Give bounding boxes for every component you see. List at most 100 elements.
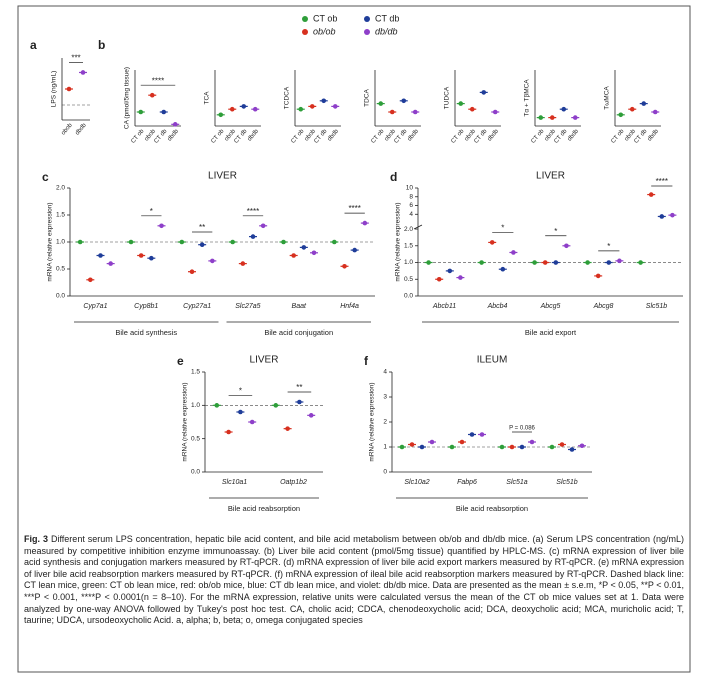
y-tick-label: 0.0: [56, 293, 65, 300]
data-point: [538, 115, 544, 120]
data-point: [595, 273, 601, 279]
data-point: [479, 432, 485, 437]
x-tick-label: CT ob: [450, 128, 465, 145]
legend-marker: [302, 29, 308, 35]
panel-title: LIVER: [536, 171, 565, 182]
x-tick-label: dbdb: [167, 128, 181, 143]
panel-letter: d: [390, 170, 397, 184]
data-point: [250, 234, 256, 239]
panel-letter: e: [177, 354, 184, 368]
y-tick-label: 0.0: [404, 293, 413, 300]
x-tick-label: CT ob: [530, 128, 545, 145]
y-tick-label: 1.0: [404, 259, 413, 266]
data-point: [378, 101, 384, 106]
group-label: Bile acid conjugation: [264, 328, 333, 337]
data-point: [648, 192, 654, 197]
group-label: Bile acid reabsorption: [456, 504, 528, 513]
significance-label: ****: [152, 76, 164, 85]
data-point: [561, 106, 567, 112]
y-axis-label: CA (pmol/5mg tissue): [124, 67, 131, 129]
data-point: [291, 253, 296, 258]
y-tick-label: 4: [383, 369, 387, 376]
data-point: [88, 277, 93, 283]
significance-label: *: [150, 207, 153, 216]
x-tick-label: CT db: [313, 128, 328, 145]
data-point: [321, 98, 327, 104]
data-point: [426, 260, 431, 265]
data-point: [108, 261, 113, 266]
data-point: [128, 239, 134, 245]
gene-label: Abcb4: [487, 303, 508, 310]
y-tick-label: 10: [406, 185, 414, 192]
data-point: [572, 115, 578, 120]
y-axis-label: TDCA: [364, 88, 371, 106]
axis-break: [413, 224, 423, 230]
significance-label: *: [554, 227, 557, 236]
gene-label: Slc51a: [506, 479, 528, 486]
data-point: [240, 261, 246, 266]
group-label: Bile acid reabsorption: [228, 504, 300, 513]
y-tick-label: 0.5: [191, 435, 200, 442]
data-point: [229, 106, 235, 112]
data-point: [308, 413, 314, 418]
data-point: [492, 109, 498, 115]
y-tick-label: 0: [383, 469, 387, 476]
gene-label: Abcb11: [432, 303, 456, 310]
data-point: [549, 115, 555, 120]
legend-label: ob/ob: [313, 26, 336, 36]
data-point: [429, 439, 435, 445]
y-tick-label: 1.5: [56, 212, 65, 219]
y-axis-label: mRNA (relative expression): [182, 382, 189, 461]
data-point: [260, 223, 266, 229]
data-point: [249, 419, 255, 425]
x-tick-label: CT ob: [290, 128, 305, 145]
data-point: [509, 444, 515, 450]
significance-label: **: [199, 223, 205, 232]
y-axis-label: Tα + TβMCA: [524, 79, 531, 117]
gene-label: Slc27a5: [235, 303, 260, 310]
x-tick-label: dbdb: [327, 128, 341, 143]
gene-label: Slc10a1: [222, 479, 247, 486]
data-point: [419, 444, 425, 450]
data-point: [281, 239, 286, 245]
data-point: [389, 109, 395, 115]
y-axis-label: mRNA (relative expression): [395, 202, 402, 281]
y-axis-label: mRNA (relative expression): [369, 382, 376, 461]
legend-marker: [302, 16, 308, 22]
caption-text: Different serum LPS concentration, hepat…: [24, 534, 684, 626]
data-point: [447, 268, 453, 274]
data-point: [489, 240, 495, 245]
gene-label: Slc51b: [556, 479, 578, 486]
panel-letter: a: [30, 38, 37, 52]
significance-label: ****: [247, 207, 259, 216]
panel-title: LIVER: [250, 355, 279, 366]
data-point: [298, 106, 304, 112]
data-point: [285, 426, 290, 431]
y-tick-label: 0.5: [56, 266, 65, 273]
data-point: [226, 429, 231, 435]
x-tick-label: CT db: [473, 128, 488, 145]
data-point: [189, 269, 195, 275]
panel-letter: f: [364, 354, 369, 368]
data-point: [511, 250, 516, 255]
panel-letter: c: [42, 170, 49, 184]
data-point: [352, 247, 357, 253]
gene-label: Hnf4a: [340, 303, 359, 310]
data-point: [159, 223, 164, 229]
data-point: [659, 214, 665, 219]
y-axis-label: TUDCA: [444, 86, 451, 109]
data-point: [617, 258, 622, 264]
x-tick-label: dbdb: [567, 128, 581, 143]
data-point: [542, 260, 548, 265]
data-point: [409, 442, 415, 447]
x-tick-label: dbdb: [487, 128, 501, 143]
data-point: [564, 243, 569, 249]
data-point: [332, 239, 337, 245]
data-point: [529, 439, 535, 445]
y-tick-label: 2: [383, 419, 387, 426]
significance-label: ***: [71, 54, 80, 63]
data-point: [652, 109, 658, 115]
x-tick-label: dbdb: [407, 128, 421, 143]
gene-label: Abcg8: [593, 303, 614, 310]
